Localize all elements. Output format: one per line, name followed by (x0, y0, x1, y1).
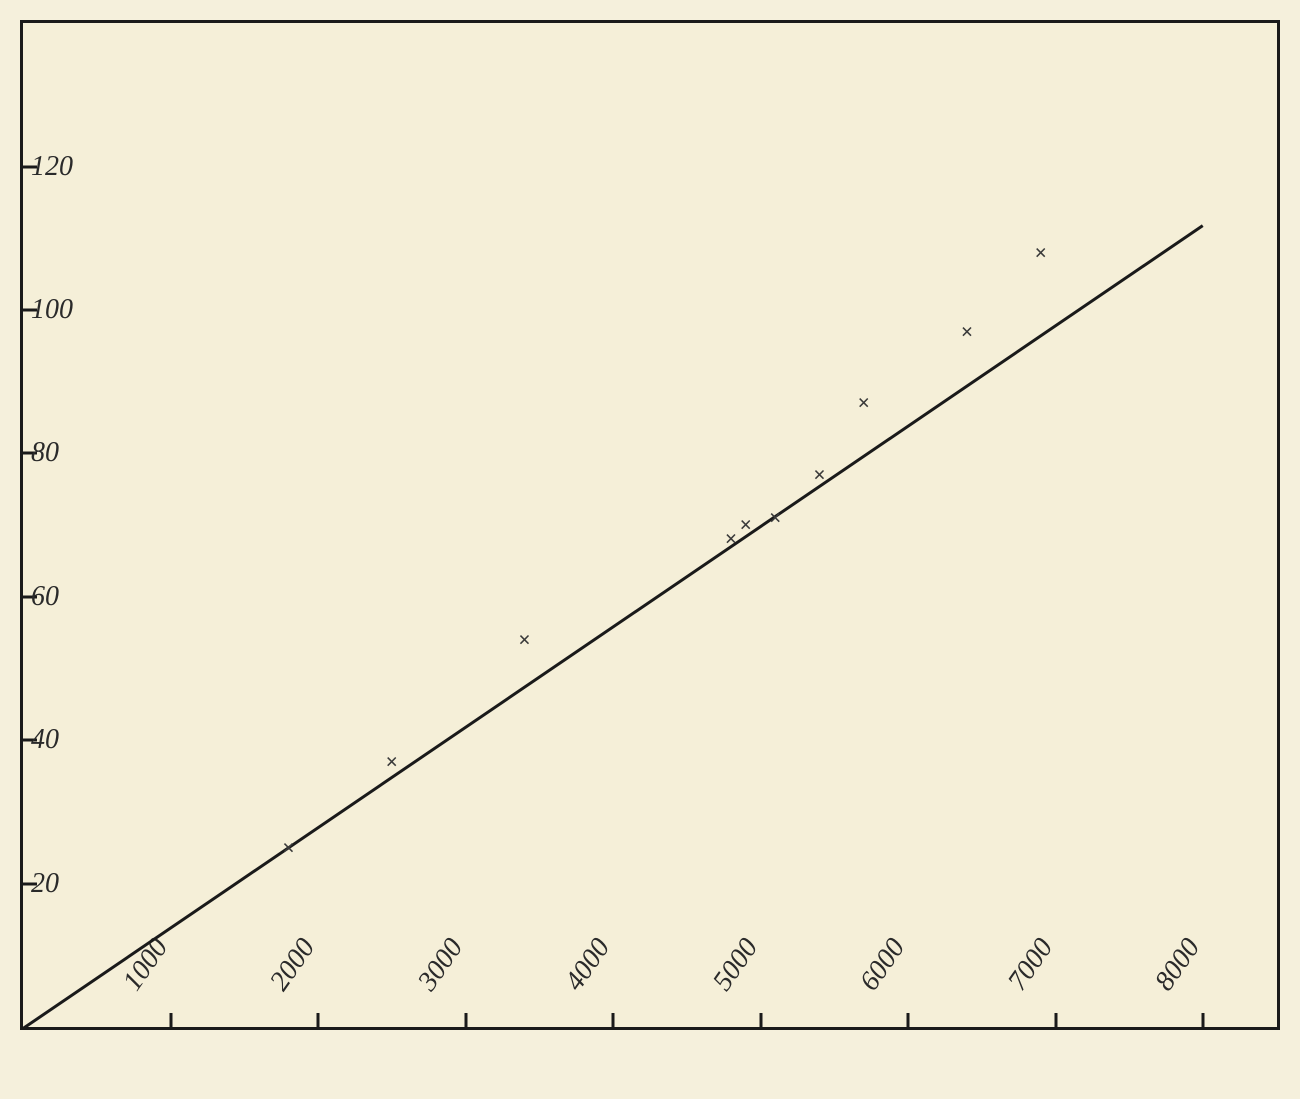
chart-frame: 2040608010012010002000300040005000600070… (20, 20, 1280, 1030)
x-tick-mark (759, 1013, 762, 1027)
data-point: × (1034, 240, 1047, 266)
x-tick-label: 7000 (1001, 933, 1059, 997)
x-tick-label: 5000 (706, 933, 764, 997)
data-point: × (385, 749, 398, 775)
data-point: × (282, 835, 295, 861)
x-tick-mark (612, 1013, 615, 1027)
data-point: × (769, 505, 782, 531)
y-tick-label: 20 (31, 868, 59, 900)
y-tick-label: 80 (31, 437, 59, 469)
x-tick-label: 2000 (264, 933, 322, 997)
y-tick-label: 100 (31, 294, 73, 326)
y-tick-label: 120 (31, 151, 73, 183)
x-tick-label: 3000 (411, 933, 469, 997)
data-point: × (813, 462, 826, 488)
data-point: × (725, 526, 738, 552)
x-tick-mark (317, 1013, 320, 1027)
y-tick-label: 60 (31, 581, 59, 613)
x-tick-label: 6000 (854, 933, 912, 997)
x-tick-label: 4000 (559, 933, 617, 997)
data-point: × (857, 390, 870, 416)
plot-area: 2040608010012010002000300040005000600070… (23, 23, 1277, 1027)
data-point: × (961, 319, 974, 345)
x-tick-mark (1202, 1013, 1205, 1027)
trend-line (22, 224, 1204, 1030)
y-tick-label: 40 (31, 724, 59, 756)
x-tick-mark (464, 1013, 467, 1027)
x-tick-mark (169, 1013, 172, 1027)
data-point: × (739, 512, 752, 538)
x-tick-mark (1054, 1013, 1057, 1027)
data-point: × (518, 627, 531, 653)
x-tick-mark (907, 1013, 910, 1027)
x-tick-label: 8000 (1149, 933, 1207, 997)
